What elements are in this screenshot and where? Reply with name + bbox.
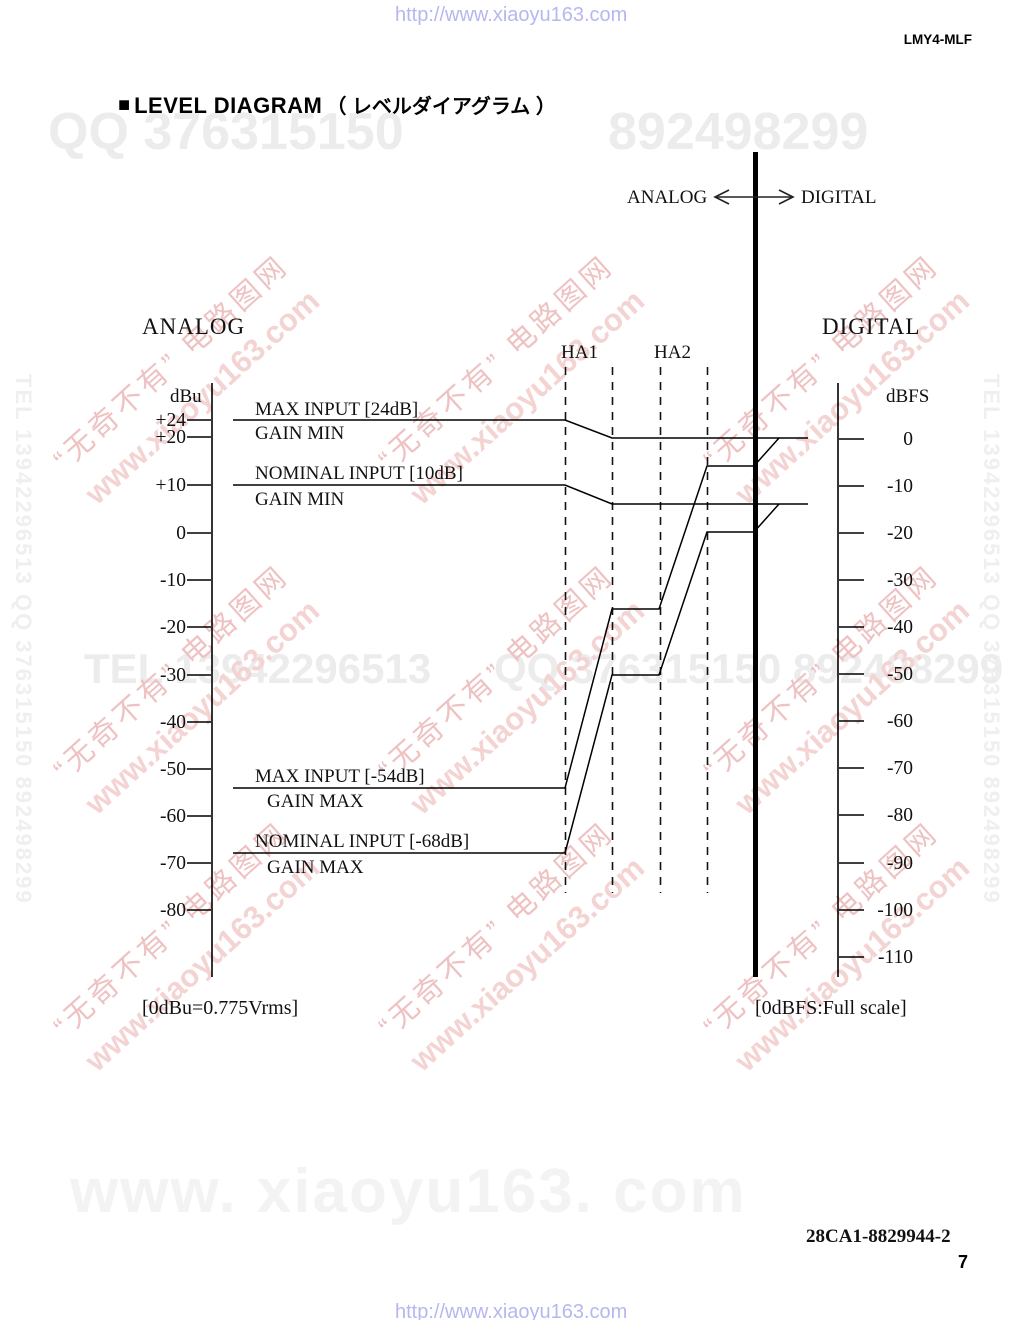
ha2-label: HA2 [654,342,691,363]
dbfs-axis-ticks [839,438,864,958]
annotation-gain-max: GAIN MAX [267,857,364,878]
dbu-tick-label: 0 [176,523,186,544]
section-square-icon: ■ [118,94,131,116]
dbfs-tick-label: -70 [887,758,913,779]
annotation-nominal-input-gain-min: NOMINAL INPUT [10dB] [255,463,463,484]
annotation-max-input-gain-max: MAX INPUT [-54dB] [255,766,425,787]
dbfs-tick-label: -10 [887,476,913,497]
footnote-dbu-reference: [0dBu=0.775Vrms] [142,997,299,1019]
watermark-site-url: www. xiaoyu163. com [70,1157,747,1226]
watermark-url-bottom: http://www.xiaoyu163.com [395,1301,628,1320]
dbfs-unit-label: dBFS [886,386,930,407]
watermark-qq-number: QQ 376315150 892498299 [494,645,1004,692]
page-title-jp: （ レベルダイアグラム ） [326,96,556,118]
watermark-url-top: http://www.xiaoyu163.com [395,4,628,26]
path-nominal-input-gain-min [233,484,808,505]
dbfs-tick-label: -80 [887,805,913,826]
annotation-gain-max: GAIN MAX [267,791,364,812]
annotation-gain-min: GAIN MIN [255,489,345,510]
page-title-en: LEVEL DIAGRAM [134,93,323,118]
dbfs-tick-label: 0 [903,429,913,450]
path-max-input-gain-max [233,437,780,789]
dbu-tick-label: -40 [160,712,186,733]
ha-stage-dashed-lines [564,367,709,893]
dbu-tick-label: +10 [155,475,187,496]
document-number: 28CA1-8829944-2 [806,1226,951,1247]
boundary-label-analog: ANALOG [627,187,708,208]
dbu-tick-label: -50 [160,759,186,780]
watermark-tel-number: TEL 13942296513 [84,645,432,692]
dbfs-tick-label: -60 [887,711,913,732]
dbu-tick-label: -70 [160,853,186,874]
dbu-tick-label: -30 [160,665,186,686]
annotation-gain-min: GAIN MIN [255,423,345,444]
watermark-qq-number: 892498299 [608,103,869,161]
path-max-input-gain-min [233,419,808,439]
ad-boundary-arrow [713,189,795,205]
page-number: 7 [958,1252,969,1272]
analog-header: ANALOG [142,314,246,339]
watermark-side-right: TEL 13942296513 QQ 376315150 892498299 [979,374,1004,905]
boundary-label-digital: DIGITAL [801,187,877,208]
dbu-unit-label: dBu [170,386,202,407]
dbfs-tick-label: -50 [887,664,913,685]
dbfs-tick-label: -30 [887,570,913,591]
dbfs-tick-label: -110 [877,947,913,968]
dbfs-tick-label: -20 [887,523,913,544]
footnote-dbfs-reference: [0dBFS:Full scale] [755,997,907,1019]
model-number: LMY4-MLF [903,32,972,47]
watermark-side-left: TEL 13942296513 QQ 376315150 892498299 [11,374,36,905]
dbu-tick-label: -20 [160,617,186,638]
annotation-nominal-input-gain-max: NOMINAL INPUT [-68dB] [255,831,470,852]
dbfs-tick-label: -90 [887,853,913,874]
digital-header: DIGITAL [822,314,921,339]
dbu-tick-label: -80 [160,900,186,921]
dbfs-tick-label: -100 [877,900,913,921]
dbu-tick-label: +24 [155,410,187,431]
path-nominal-input-gain-max [233,503,780,854]
dbfs-tick-label: -40 [887,617,913,638]
dbu-tick-label: -10 [160,570,186,591]
dbu-tick-label: +20 [155,427,187,448]
page-title: ■ LEVEL DIAGRAM （ レベルダイアグラム ） [118,90,556,119]
dbu-axis-ticks [187,419,211,911]
dbu-tick-label: -60 [160,806,186,827]
annotation-max-input-gain-min: MAX INPUT [24dB] [255,399,419,420]
watermark-qq-number: QQ 376315150 [48,103,404,161]
ha1-label: HA1 [561,342,598,363]
